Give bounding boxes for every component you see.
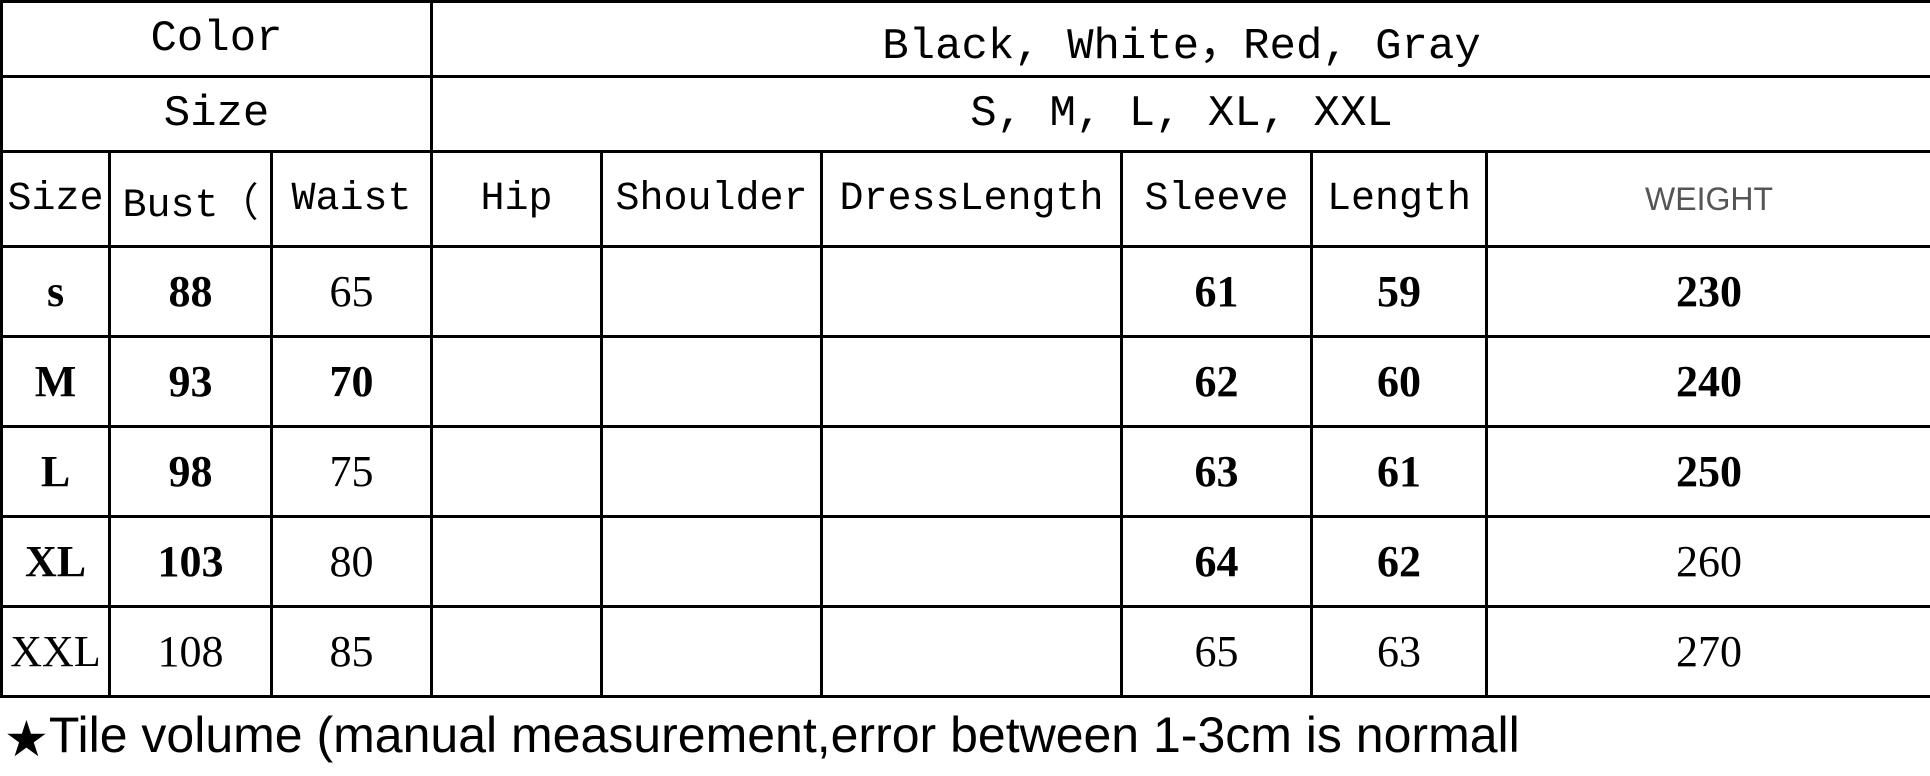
cell-waist: 70 (272, 337, 432, 427)
cell-sleeve: 63 (1122, 427, 1312, 517)
column-header-dresslength: DressLength (822, 152, 1122, 247)
cell-size: XXL (2, 607, 110, 697)
cell-size: XL (2, 517, 110, 607)
cell-waist: 85 (272, 607, 432, 697)
cell-length: 60 (1312, 337, 1487, 427)
cell-bust: 88 (110, 247, 272, 337)
cell-sleeve: 64 (1122, 517, 1312, 607)
cell-hip (432, 427, 602, 517)
table-row: L9875 6361250 (2, 427, 1930, 517)
cell-length: 63 (1312, 607, 1487, 697)
cell-sleeve: 61 (1122, 247, 1312, 337)
cell-shoulder (602, 517, 822, 607)
column-header-hip: Hip (432, 152, 602, 247)
cell-bust: 98 (110, 427, 272, 517)
column-header-bust: Bust（ (110, 152, 272, 247)
cell-shoulder (602, 247, 822, 337)
table-row: s8865 6159230 (2, 247, 1930, 337)
cell-weight: 230 (1487, 247, 1930, 337)
cell-size: s (2, 247, 110, 337)
cell-weight: 260 (1487, 517, 1930, 607)
info-label: Color (2, 2, 432, 77)
cell-size: M (2, 337, 110, 427)
cell-length: 61 (1312, 427, 1487, 517)
cell-dresslength (822, 607, 1122, 697)
table-row: M9370 6260240 (2, 337, 1930, 427)
column-header-weight: WEIGHT (1487, 152, 1930, 247)
cell-shoulder (602, 337, 822, 427)
info-label: Size (2, 77, 432, 152)
size-chart-table: ColorBlack, White，Red, GraySizeS, M, L, … (0, 0, 1930, 698)
cell-sleeve: 65 (1122, 607, 1312, 697)
cell-waist: 75 (272, 427, 432, 517)
measurement-note: ★Tile volume (manual measurement,error b… (0, 698, 1930, 776)
column-header-waist: Waist (272, 152, 432, 247)
cell-weight: 270 (1487, 607, 1930, 697)
cell-dresslength (822, 427, 1122, 517)
column-header-size: Size (2, 152, 110, 247)
cell-bust: 103 (110, 517, 272, 607)
cell-weight: 250 (1487, 427, 1930, 517)
table-row: XXL10885 6563270 (2, 607, 1930, 697)
cell-waist: 65 (272, 247, 432, 337)
cell-bust: 108 (110, 607, 272, 697)
column-header-shoulder: Shoulder (602, 152, 822, 247)
cell-shoulder (602, 607, 822, 697)
cell-hip (432, 337, 602, 427)
cell-length: 62 (1312, 517, 1487, 607)
header-row: SizeBust（WaistHipShoulderDressLengthSlee… (2, 152, 1930, 247)
note-text: Tile volume (manual measurement,error be… (49, 707, 1520, 763)
info-row: ColorBlack, White，Red, Gray (2, 2, 1930, 77)
info-row: SizeS, M, L, XL, XXL (2, 77, 1930, 152)
cell-dresslength (822, 337, 1122, 427)
cell-length: 59 (1312, 247, 1487, 337)
cell-hip (432, 607, 602, 697)
info-value: S, M, L, XL, XXL (432, 77, 1930, 152)
star-icon: ★ (4, 710, 49, 768)
cell-waist: 80 (272, 517, 432, 607)
column-header-sleeve: Sleeve (1122, 152, 1312, 247)
cell-hip (432, 247, 602, 337)
column-header-length: Length (1312, 152, 1487, 247)
cell-hip (432, 517, 602, 607)
cell-size: L (2, 427, 110, 517)
info-value: Black, White，Red, Gray (432, 2, 1930, 77)
cell-shoulder (602, 427, 822, 517)
cell-weight: 240 (1487, 337, 1930, 427)
cell-dresslength (822, 247, 1122, 337)
cell-sleeve: 62 (1122, 337, 1312, 427)
cell-bust: 93 (110, 337, 272, 427)
cell-dresslength (822, 517, 1122, 607)
table-row: XL10380 6462260 (2, 517, 1930, 607)
